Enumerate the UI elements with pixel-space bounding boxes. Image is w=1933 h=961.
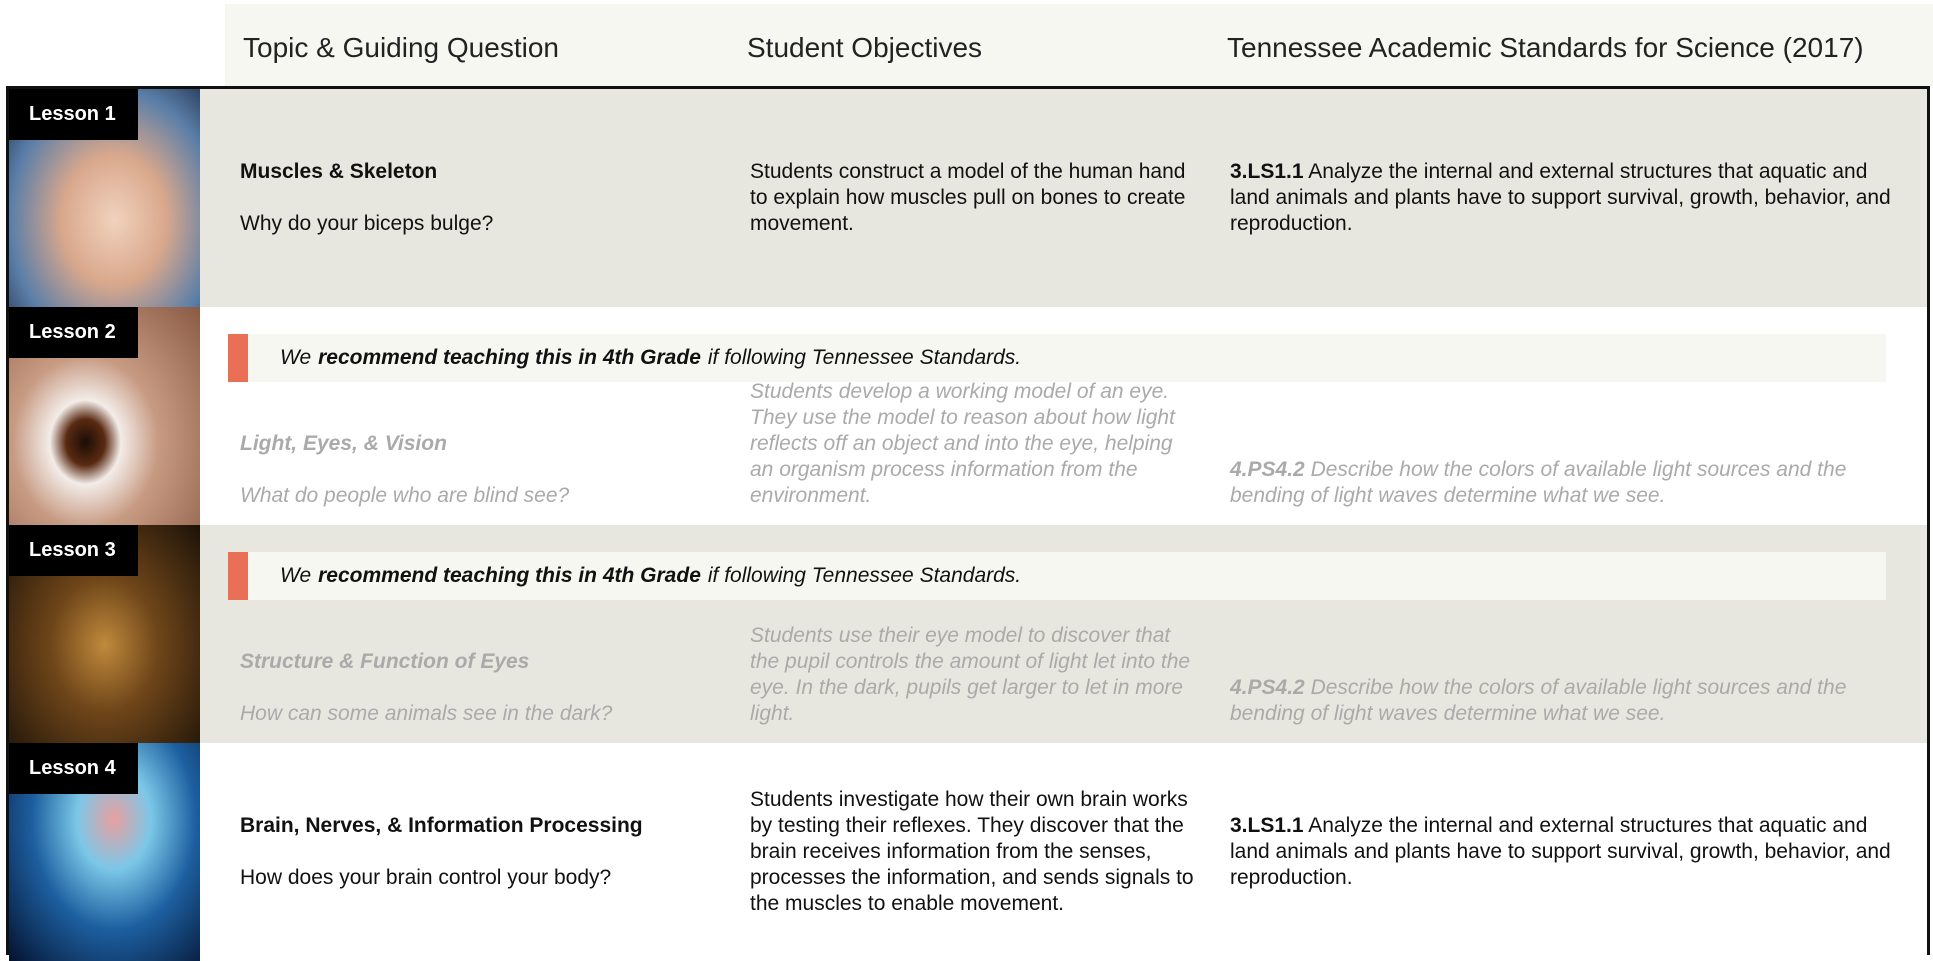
banner-text: if following Tennessee Standards.: [707, 346, 1022, 369]
column-header: Student Objectives: [747, 32, 983, 63]
lesson-label: Lesson 3: [9, 525, 138, 576]
lesson-image: Lesson 4: [9, 743, 200, 961]
standard-text: Analyze the internal and external struct…: [1230, 814, 1891, 889]
topic: Structure & Function of Eyes: [240, 650, 530, 673]
standard-text: Describe how the colors of available lig…: [1230, 458, 1847, 507]
standard-cell: 3.LS1.1 Analyze the internal and externa…: [1230, 159, 1910, 237]
column-header: Topic & Guiding Question: [243, 32, 559, 63]
recommend-banner: We recommend teaching this in 4th Grade if…: [228, 334, 1886, 382]
standard-code: 4.PS4.2: [1230, 676, 1305, 699]
objectives: Students construct a model of the human …: [750, 160, 1186, 235]
question: How can some animals see in the dark?: [240, 702, 613, 725]
column-header: Tennessee Academic Standards for Science…: [1227, 32, 1864, 63]
header: Topic & Guiding Question Student Objecti…: [225, 4, 1933, 86]
question: How does your brain control your body?: [240, 866, 612, 889]
objectives: Students develop a working model of an e…: [750, 380, 1175, 507]
objectives: Students investigate how their own brain…: [750, 788, 1194, 915]
lesson-image: Lesson 3: [9, 525, 200, 743]
standard-cell: 3.LS1.1 Analyze the internal and externa…: [1230, 813, 1910, 891]
topic-cell: Muscles & Skeleton Why do your biceps bul…: [240, 159, 710, 237]
topic-cell: Brain, Nerves, & Information Processing H…: [240, 813, 710, 891]
lesson-image: Lesson 2: [9, 307, 200, 525]
lesson-label: Lesson 2: [9, 307, 138, 358]
topic-cell: Light, Eyes, & Vision What do people who …: [240, 431, 710, 509]
standard-cell: 4.PS4.2 Describe how the colors of avail…: [1230, 457, 1910, 509]
standard-code: 3.LS1.1: [1230, 814, 1304, 837]
objectives: Students use their eye model to discover…: [750, 624, 1191, 725]
banner-text: We: [280, 346, 312, 369]
question: Why do your biceps bulge?: [240, 212, 494, 235]
standard-code: 3.LS1.1: [1230, 160, 1304, 183]
lesson-image: Lesson 1: [9, 89, 200, 307]
standard-code: 4.PS4.2: [1230, 458, 1305, 481]
topic: Muscles & Skeleton: [240, 160, 438, 183]
banner-emphasis: recommend teaching this in 4th Grade: [318, 564, 701, 587]
lesson-table: Lesson 1 Muscles & Skeleton Why do your bi…: [6, 86, 1930, 961]
lesson-row: Lesson 1 Muscles & Skeleton Why do your bi…: [9, 89, 1927, 307]
standard-cell: 4.PS4.2 Describe how the colors of avail…: [1230, 675, 1910, 727]
standard-text: Describe how the colors of available lig…: [1230, 676, 1847, 725]
standard-text: Analyze the internal and external struct…: [1230, 160, 1891, 235]
lesson-label: Lesson 1: [9, 89, 138, 140]
banner-text: if following Tennessee Standards.: [707, 564, 1022, 587]
banner-emphasis: recommend teaching this in 4th Grade: [318, 346, 701, 369]
lesson-label: Lesson 4: [9, 743, 138, 794]
lesson-row: Lesson 3 We recommend teaching this in 4th…: [9, 525, 1927, 743]
lesson-row: Lesson 4 Brain, Nerves, & Information Pro…: [9, 743, 1927, 961]
recommend-banner: We recommend teaching this in 4th Grade if…: [228, 552, 1886, 600]
topic: Brain, Nerves, & Information Processing: [240, 814, 643, 837]
topic: Light, Eyes, & Vision: [240, 432, 447, 455]
banner-text: We: [280, 564, 312, 587]
lesson-row: Lesson 2 We recommend teaching this in 4th…: [9, 307, 1927, 525]
topic-cell: Structure & Function of Eyes How can some…: [240, 649, 710, 727]
question: What do people who are blind see?: [240, 484, 570, 507]
